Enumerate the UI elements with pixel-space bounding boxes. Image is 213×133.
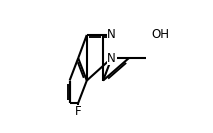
Text: OH: OH [151,28,169,41]
Text: N: N [107,28,116,41]
Text: F: F [75,105,82,118]
Text: N: N [107,52,116,65]
